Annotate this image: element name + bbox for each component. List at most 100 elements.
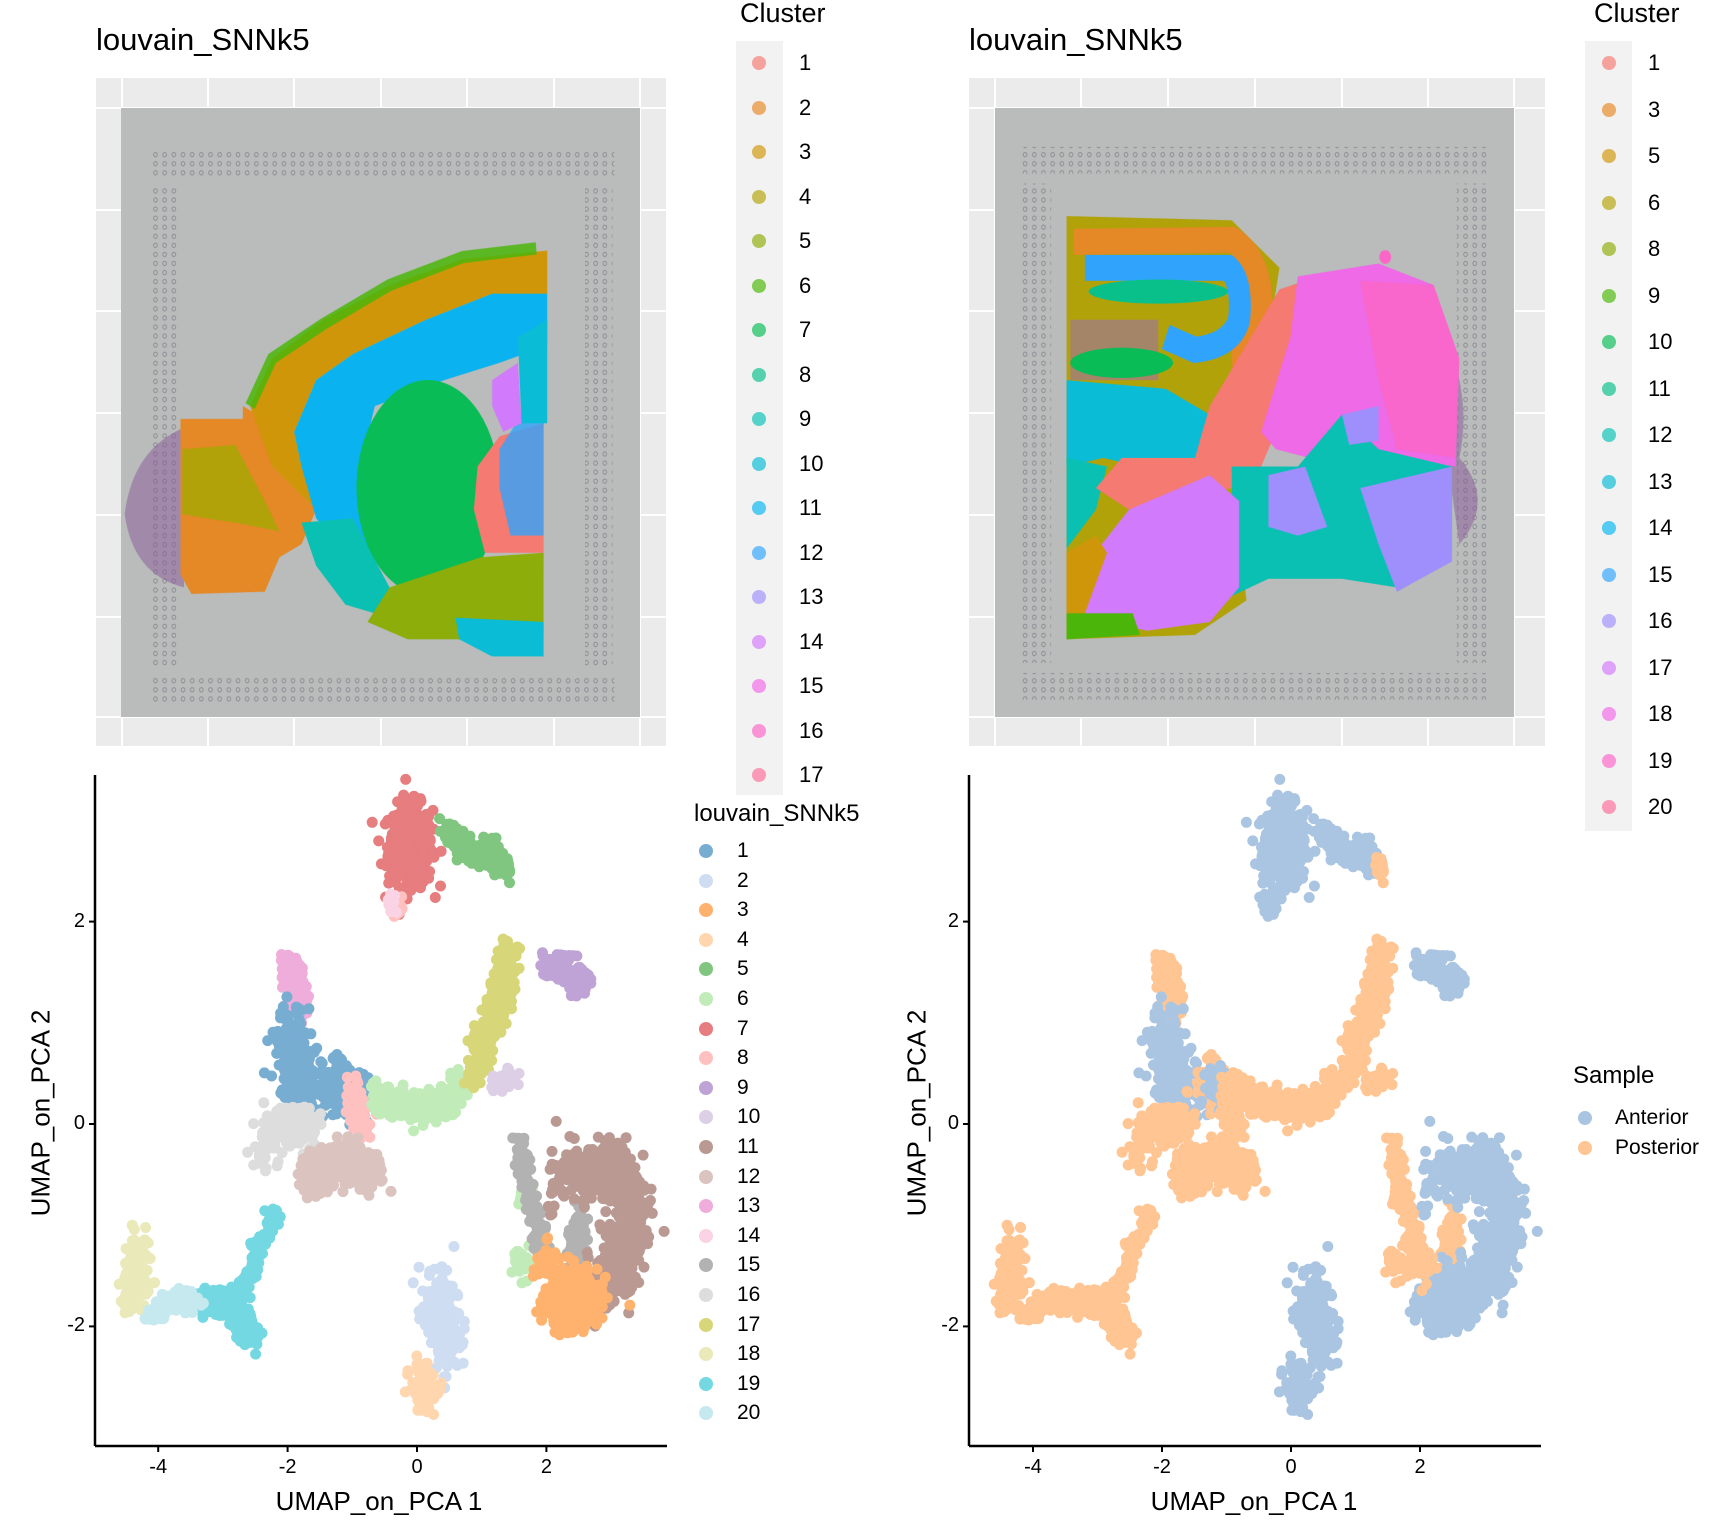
point: [378, 1097, 390, 1109]
point: [394, 1105, 406, 1117]
point: [395, 855, 407, 867]
point: [530, 1238, 542, 1250]
point: [537, 947, 548, 959]
point: [310, 1159, 322, 1171]
point: [394, 870, 406, 882]
point: [591, 1263, 603, 1275]
point: [276, 1147, 288, 1159]
point: [423, 1392, 435, 1404]
point: [124, 1294, 136, 1306]
legend-label-left-12: 12: [799, 539, 824, 565]
point: [120, 1268, 132, 1280]
spatial-title-left: louvain_SNNk5: [96, 22, 310, 57]
point: [360, 1122, 372, 1134]
point: [160, 1299, 172, 1310]
point: [644, 1195, 656, 1206]
point: [547, 1278, 559, 1290]
point: [541, 1252, 553, 1264]
legend-label-right-8: 8: [1648, 236, 1661, 261]
point: [415, 861, 427, 873]
point: [551, 1160, 563, 1172]
point: [438, 1356, 450, 1368]
legend-label-left-2: 2: [799, 94, 812, 120]
point: [285, 1127, 297, 1139]
point: [242, 1272, 254, 1284]
point: [300, 1184, 312, 1196]
point: [506, 1266, 518, 1278]
point: [484, 848, 496, 860]
point: [616, 1270, 628, 1282]
point: [351, 1107, 363, 1119]
point: [503, 1063, 515, 1075]
point: [442, 1333, 454, 1345]
point: [553, 960, 565, 971]
point: [585, 1293, 597, 1305]
legend-label-right-15: 15: [1648, 561, 1673, 587]
point: [637, 1149, 649, 1161]
point: [645, 1183, 657, 1195]
point: [182, 1295, 194, 1307]
point: [536, 1297, 548, 1309]
legend-label-right-11: 11: [1648, 375, 1671, 401]
legend-key-right-17: [1602, 660, 1616, 675]
legend-key-right-15: [1602, 567, 1616, 582]
point: [480, 1043, 492, 1055]
point: [568, 1161, 580, 1173]
point: [596, 1312, 608, 1324]
point: [373, 835, 385, 847]
point: [594, 1219, 606, 1231]
point: [331, 1131, 343, 1143]
point: [272, 1025, 284, 1037]
point: [592, 1131, 604, 1143]
point: [573, 1239, 585, 1251]
point: [587, 1144, 598, 1155]
point: [402, 1365, 414, 1377]
point: [502, 953, 514, 965]
legend-key-right-12: [1602, 428, 1616, 442]
point: [283, 1076, 295, 1088]
point: [456, 1339, 468, 1351]
point: [535, 960, 547, 971]
point: [214, 1307, 226, 1319]
point: [360, 1179, 372, 1191]
point: [557, 1262, 569, 1274]
point: [408, 1125, 420, 1137]
point: [573, 1279, 585, 1291]
point: [138, 1254, 150, 1266]
point: [491, 992, 503, 1004]
legend-label-left-10: 10: [799, 450, 824, 476]
point: [271, 1160, 283, 1172]
point: [312, 1169, 323, 1181]
point: [421, 1365, 433, 1377]
point: [547, 1178, 559, 1189]
point: [474, 1077, 486, 1089]
legend-label-right-16: 16: [1648, 608, 1673, 633]
point: [516, 1277, 528, 1289]
point: [448, 1241, 460, 1252]
point: [564, 1293, 576, 1305]
point: [413, 1261, 425, 1273]
point: [596, 1148, 608, 1160]
legend-key-right-16: [1602, 614, 1616, 628]
legend-key-left-7: [752, 323, 766, 337]
point: [393, 828, 405, 840]
point: [398, 815, 410, 827]
point: [354, 1151, 366, 1163]
point: [428, 1409, 440, 1420]
point: [248, 1118, 260, 1130]
point: [498, 1003, 510, 1015]
legend-key-left-12: [752, 545, 766, 560]
point: [304, 1113, 316, 1124]
point: [250, 1348, 262, 1360]
point: [316, 1057, 328, 1069]
legend-key-left-1: [752, 56, 766, 70]
point: [438, 1306, 450, 1318]
legend-key-right-6: [1602, 195, 1616, 210]
point: [478, 1029, 489, 1041]
point: [407, 1277, 419, 1289]
point: [263, 1221, 275, 1233]
point: [540, 1307, 552, 1319]
point: [457, 842, 469, 854]
legend-key-right-9: [1602, 288, 1616, 303]
point: [561, 1149, 573, 1161]
